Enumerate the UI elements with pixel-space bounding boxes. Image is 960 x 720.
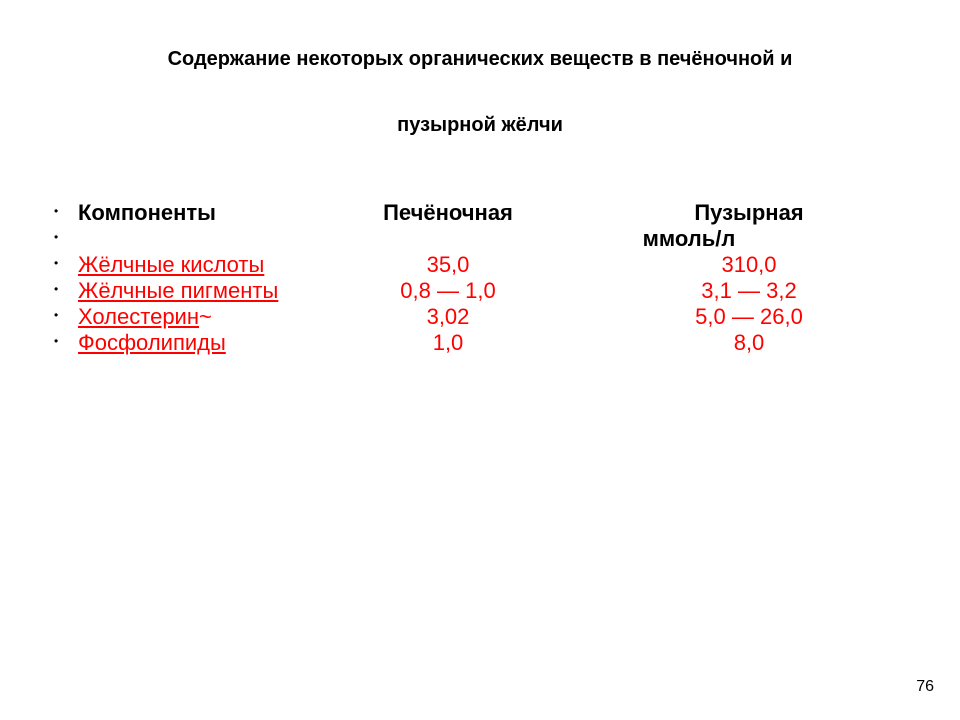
table-row: Жёлчные пигменты 0,8 — 1,0 3,1 — 3,2: [54, 278, 900, 304]
component-link[interactable]: Жёлчные пигменты: [78, 278, 278, 303]
table-row: Жёлчные кислоты 35,0 310,0: [54, 252, 900, 278]
table-header-row: Компоненты Печёночная Пузырная: [54, 200, 900, 226]
unit-row: ммоль/л: [54, 226, 900, 252]
value-hepatic: 1,0: [298, 330, 598, 356]
component-link[interactable]: Холестерин: [78, 304, 199, 329]
title-line-1: Содержание некоторых органических вещест…: [168, 48, 793, 70]
title-line-2: пузырной жёлчи: [0, 110, 960, 140]
component-link[interactable]: Жёлчные кислоты: [78, 252, 264, 277]
component-link[interactable]: Фосфолипиды: [78, 330, 226, 355]
unit-label: ммоль/л: [298, 226, 900, 252]
table-row: Холестерин~ 3,02 5,0 — 26,0: [54, 304, 900, 330]
table-row: Фосфолипиды 1,0 8,0: [54, 330, 900, 356]
slide-title: Содержание некоторых органических вещест…: [0, 44, 960, 140]
slide: Содержание некоторых органических вещест…: [0, 0, 960, 720]
content-list: Компоненты Печёночная Пузырная ммоль/л Ж…: [54, 200, 900, 356]
header-components: Компоненты: [78, 200, 298, 226]
value-gallbladder: 8,0: [598, 330, 900, 356]
value-gallbladder: 3,1 — 3,2: [598, 278, 900, 304]
value-gallbladder: 5,0 — 26,0: [598, 304, 900, 330]
header-hepatic: Печёночная: [298, 200, 598, 226]
value-hepatic: 0,8 — 1,0: [298, 278, 598, 304]
tilde: ~: [199, 304, 212, 329]
page-number: 76: [916, 678, 934, 696]
header-gallbladder: Пузырная: [598, 200, 900, 226]
value-hepatic: 35,0: [298, 252, 598, 278]
value-gallbladder: 310,0: [598, 252, 900, 278]
value-hepatic: 3,02: [298, 304, 598, 330]
